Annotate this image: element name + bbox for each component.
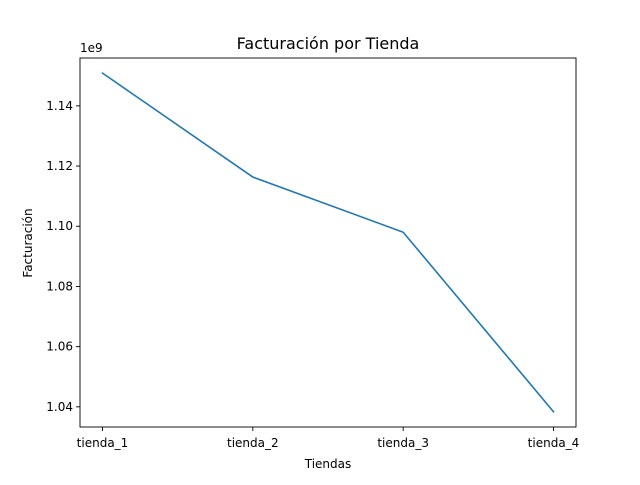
- y-offset-label: 1e9: [80, 41, 103, 55]
- x-axis-label: Tiendas: [304, 457, 352, 471]
- y-tick-label: 1.14: [46, 99, 73, 113]
- y-tick-label: 1.10: [46, 219, 73, 233]
- chart-title: Facturación por Tienda: [237, 34, 420, 53]
- y-axis-label: Facturación: [21, 208, 35, 277]
- x-tick-label: tienda_2: [227, 436, 279, 450]
- x-tick-label: tienda_3: [377, 436, 429, 450]
- x-tick-label: tienda_4: [528, 436, 580, 450]
- x-tick-label: tienda_1: [77, 436, 129, 450]
- y-tick-label: 1.12: [46, 159, 73, 173]
- y-tick-label: 1.06: [46, 340, 73, 354]
- y-tick-label: 1.04: [46, 400, 73, 414]
- plot-area-frame: [79, 57, 577, 428]
- tick-group: tienda_1 tienda_2 tienda_3 tienda_4 1.04 1.06…: [46, 99, 579, 450]
- series-line: [101, 71, 555, 413]
- y-tick-label: 1.08: [46, 279, 73, 293]
